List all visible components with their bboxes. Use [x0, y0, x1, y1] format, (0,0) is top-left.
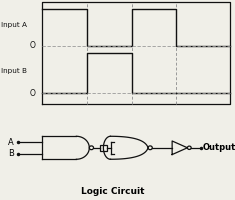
Text: O: O	[30, 41, 36, 50]
Text: Input B: Input B	[1, 68, 27, 74]
Text: Output: Output	[203, 143, 235, 152]
Text: Logic Circuit: Logic Circuit	[81, 187, 145, 196]
Text: A: A	[8, 138, 14, 147]
Text: O: O	[30, 89, 36, 98]
Text: Input A: Input A	[1, 22, 27, 28]
Text: B: B	[8, 149, 14, 158]
Bar	[100, 145, 107, 151]
